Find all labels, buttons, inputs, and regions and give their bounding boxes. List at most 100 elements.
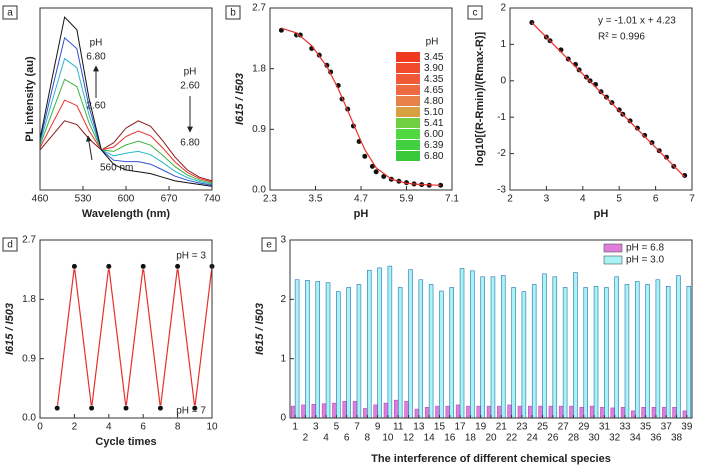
plot-frame <box>289 239 693 419</box>
x-tick-label: 600 <box>118 194 135 205</box>
x-tick-label: 34 <box>630 433 642 444</box>
annotation: pH = 7 <box>176 406 206 417</box>
series-line <box>39 16 213 187</box>
bar <box>294 279 300 419</box>
y-tick-label: 3 <box>280 235 286 246</box>
bar <box>414 408 420 419</box>
annotation: 560 nm <box>100 163 133 174</box>
x-tick-label: 23 <box>516 422 528 433</box>
x-axis-title: pH <box>594 208 609 220</box>
x-tick-label: 7 <box>689 194 695 205</box>
x-tick-label: 30 <box>589 433 601 444</box>
inset-swatch <box>396 151 420 161</box>
bar <box>290 405 296 419</box>
panel-letter: e <box>266 240 272 251</box>
annotation: 2.60 <box>86 101 106 112</box>
y-tick-label: 1.8 <box>252 63 266 74</box>
panel-letter: a <box>7 8 13 19</box>
inset-title: pH <box>426 37 439 48</box>
inset-swatch <box>396 140 420 150</box>
bar <box>332 402 337 419</box>
x-tick-label: 14 <box>424 433 436 444</box>
inset-label: 6.00 <box>424 129 444 140</box>
bar <box>531 284 537 419</box>
x-tick-label: 22 <box>506 433 518 444</box>
series-line <box>531 22 686 178</box>
x-tick-label: 6 <box>653 194 659 205</box>
annotation: 6.80 <box>180 138 200 149</box>
data-point <box>88 405 95 412</box>
x-tick-label: 4 <box>323 433 329 444</box>
inset-label: 5.41 <box>424 118 444 129</box>
y-tick-label: 0.0 <box>22 413 36 424</box>
bar <box>620 407 626 419</box>
bar <box>439 290 444 419</box>
inset-swatch <box>396 85 420 95</box>
data-point <box>71 263 78 270</box>
bar <box>558 405 564 419</box>
x-tick-label: 24 <box>527 433 539 444</box>
plot-frame <box>39 7 213 191</box>
bar <box>387 265 393 419</box>
annotation: 2.60 <box>180 81 200 92</box>
bar <box>511 287 516 419</box>
x-tick-label: 20 <box>485 433 497 444</box>
bar <box>336 291 341 419</box>
y-tick-label: 0 <box>280 413 286 424</box>
panel-letter-box <box>2 5 18 20</box>
inset-label: 4.35 <box>424 74 444 85</box>
bar <box>346 287 351 419</box>
x-tick-label: 26 <box>547 433 559 444</box>
annotation: y = -1.01 x + 4.23 <box>598 16 676 27</box>
x-tick-label: 3 <box>313 422 319 433</box>
x-tick-label: 39 <box>681 422 693 433</box>
x-tick-label: 19 <box>475 422 487 433</box>
bar <box>449 287 454 419</box>
x-tick-label: 5 <box>334 422 340 433</box>
x-tick-label: 0 <box>37 422 43 433</box>
x-tick-label: 21 <box>496 422 508 433</box>
inset-label: 4.80 <box>424 96 444 107</box>
x-tick-label: 38 <box>671 433 683 444</box>
bar <box>610 407 615 419</box>
inset-swatch <box>396 118 420 128</box>
x-tick-label: 17 <box>455 422 467 433</box>
y-tick-label: 0.9 <box>252 124 266 135</box>
bar <box>459 268 465 419</box>
x-tick-label: 2 <box>507 194 513 205</box>
bar <box>583 287 588 419</box>
x-tick-label: 10 <box>206 422 218 433</box>
bar <box>404 401 409 419</box>
x-tick-label: 8 <box>175 422 181 433</box>
data-point <box>648 139 656 146</box>
inset-swatch <box>396 63 420 73</box>
x-tick-label: 29 <box>578 422 590 433</box>
y-tick-label: -2 <box>497 148 506 159</box>
bar <box>600 407 605 419</box>
bar <box>507 404 512 419</box>
plot-area <box>54 263 216 412</box>
x-tick-label: 11 <box>393 422 404 433</box>
y-axis-title: I615 / I503 <box>4 303 16 355</box>
plot-frame <box>39 239 213 419</box>
bar <box>466 405 471 419</box>
annotation: pH <box>90 38 103 49</box>
y-tick-label: 2 <box>280 294 286 305</box>
annotation: R² = 0.996 <box>598 32 645 43</box>
x-tick-label: 3 <box>544 194 550 205</box>
y-tick-label: 2.7 <box>22 235 36 246</box>
bar <box>311 404 317 419</box>
data-point <box>681 172 688 179</box>
x-tick-label: 2 <box>303 433 309 444</box>
inset-label: 6.80 <box>424 151 444 162</box>
series-line <box>281 27 441 186</box>
panel-letter-box <box>261 237 277 252</box>
bar <box>363 408 368 419</box>
x-tick-label: 16 <box>444 433 456 444</box>
inset-swatch <box>396 129 420 139</box>
x-tick-label: 18 <box>465 433 477 444</box>
bar <box>321 403 327 419</box>
bar <box>569 405 574 419</box>
y-axis-title: log10[(R-Rmin)/(Rmax-R)] <box>474 31 486 166</box>
series-line <box>39 36 213 186</box>
